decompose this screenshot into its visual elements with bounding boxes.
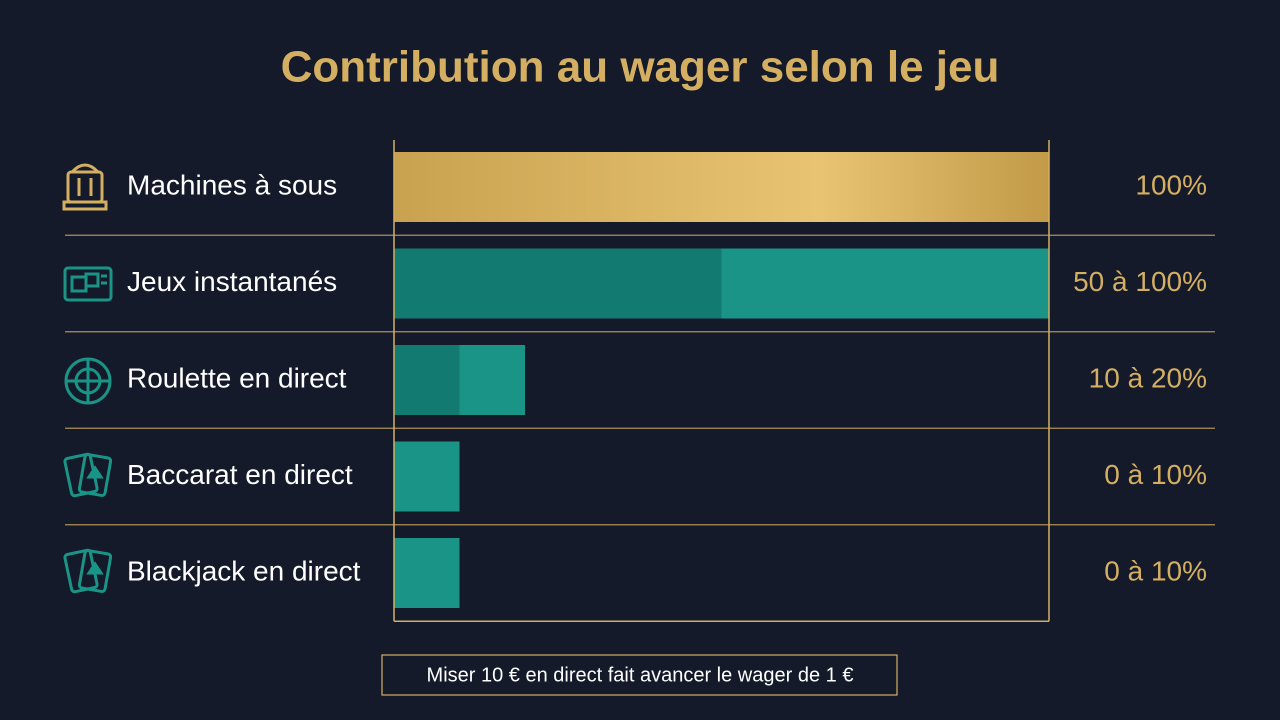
category-label: Roulette en direct — [127, 362, 347, 393]
value-label: 0 à 10% — [1104, 459, 1207, 490]
category-label: Jeux instantanés — [127, 266, 337, 297]
bar-low — [394, 248, 722, 319]
category-label: Baccarat en direct — [127, 459, 353, 490]
bar-range — [459, 345, 525, 415]
value-label: 100% — [1135, 169, 1207, 200]
value-label: 50 à 100% — [1073, 266, 1207, 297]
value-label: 10 à 20% — [1089, 362, 1207, 393]
category-label: Machines à sous — [127, 169, 337, 200]
category-label: Blackjack en direct — [127, 555, 361, 586]
icon-roulette — [64, 357, 112, 405]
bar-range — [721, 248, 1049, 319]
bar-range — [394, 441, 460, 512]
note: Miser 10 € en direct fait avancer le wag… — [427, 664, 854, 686]
icon-slot — [62, 163, 108, 211]
bar — [394, 152, 1049, 222]
icon-instant — [63, 266, 113, 302]
chart-title: Contribution au wager selon le jeu — [281, 43, 1000, 92]
bar-low — [394, 345, 460, 415]
note-box — [381, 654, 898, 696]
icon-cards — [63, 548, 113, 594]
value-label: 0 à 10% — [1104, 555, 1207, 586]
bar-range — [394, 538, 460, 608]
icon-cards — [63, 452, 113, 498]
